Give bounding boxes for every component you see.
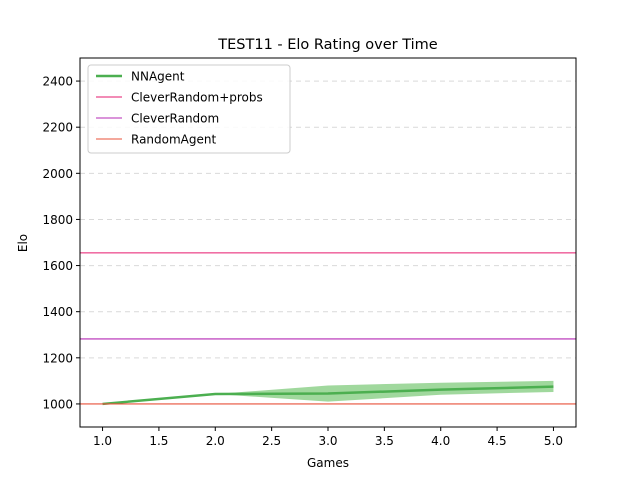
- legend-label: RandomAgent: [131, 133, 216, 147]
- y-tick-label: 2200: [42, 121, 73, 135]
- x-tick-label: 2.5: [262, 434, 281, 448]
- y-tick-label: 1200: [42, 351, 73, 365]
- x-tick-label: 2.0: [206, 434, 225, 448]
- x-axis-label: Games: [307, 456, 349, 470]
- y-tick-label: 1800: [42, 213, 73, 227]
- legend-label: CleverRandom: [131, 112, 219, 126]
- y-tick-label: 1400: [42, 305, 73, 319]
- x-tick-label: 5.0: [544, 434, 563, 448]
- y-tick-label: 1600: [42, 259, 73, 273]
- chart-title: TEST11 - Elo Rating over Time: [217, 37, 438, 53]
- legend: NNAgent CleverRandom+probs CleverRandom Ran…: [88, 65, 290, 153]
- x-tick-label: 3.5: [375, 434, 394, 448]
- y-axis-label: Elo: [16, 234, 30, 252]
- x-tick-label: 1.5: [149, 434, 168, 448]
- legend-label: CleverRandom+probs: [131, 91, 263, 105]
- y-tick-label: 2400: [42, 75, 73, 89]
- y-tick-label: 1000: [42, 397, 73, 411]
- x-tick-label: 4.5: [488, 434, 507, 448]
- legend-label: NNAgent: [131, 70, 185, 84]
- x-tick-label: 4.0: [431, 434, 450, 448]
- x-tick-label: 1.0: [93, 434, 112, 448]
- y-tick-label: 2000: [42, 167, 73, 181]
- x-tick-label: 3.0: [318, 434, 337, 448]
